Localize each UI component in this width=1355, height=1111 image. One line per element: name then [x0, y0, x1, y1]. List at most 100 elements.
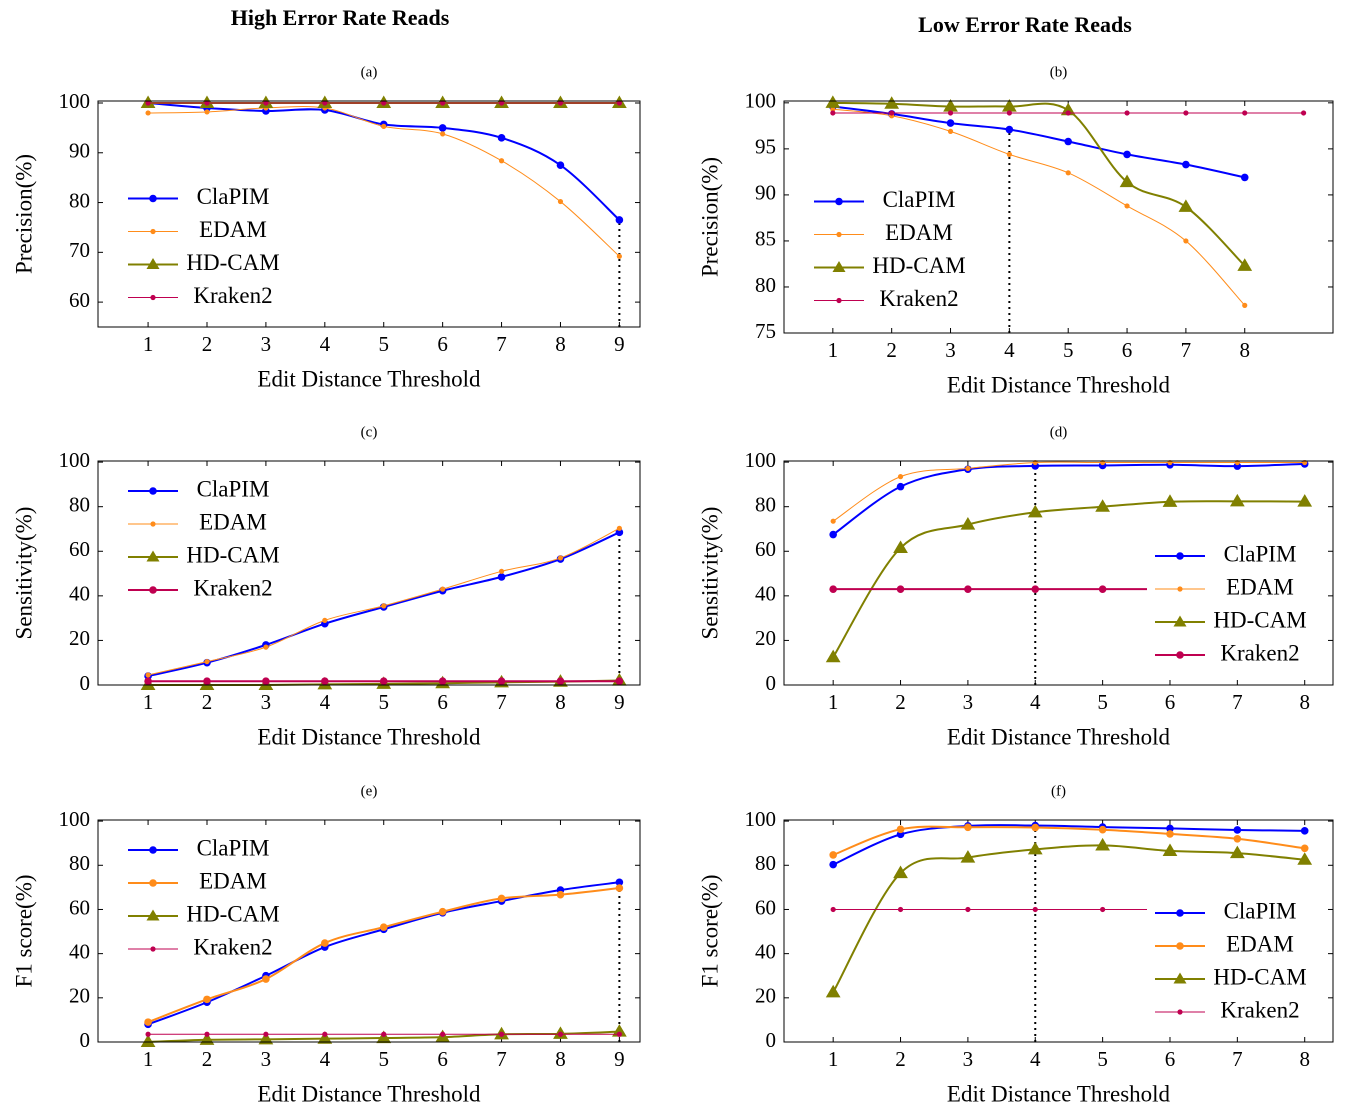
marker	[1098, 825, 1107, 834]
legend-label: HD-CAM	[186, 901, 279, 926]
legend-label: EDAM	[199, 509, 267, 534]
marker	[438, 907, 447, 916]
x-tick-label: 4	[1030, 1047, 1041, 1071]
x-tick-label: 9	[614, 332, 625, 356]
marker	[321, 939, 329, 947]
y-tick-label: 80	[69, 188, 90, 212]
marker	[497, 894, 506, 903]
marker	[1178, 199, 1194, 212]
series-line	[832, 461, 1305, 522]
marker	[947, 128, 954, 134]
marker	[1297, 494, 1313, 507]
legend-marker	[149, 487, 157, 495]
y-tick-label: 80	[69, 493, 90, 517]
marker	[438, 677, 447, 686]
legend-marker	[146, 550, 160, 562]
x-tick-label: 6	[437, 690, 448, 714]
legend-marker	[146, 909, 160, 921]
marker	[1095, 499, 1110, 512]
x-tick-label: 1	[143, 332, 154, 356]
marker	[440, 100, 446, 106]
y-tick-label: 40	[69, 582, 90, 606]
marker	[884, 96, 900, 109]
x-tick-label: 3	[261, 690, 272, 714]
x-tick-label: 5	[378, 690, 389, 714]
marker	[829, 585, 837, 593]
marker	[965, 465, 971, 471]
y-tick-label: 0	[766, 1028, 777, 1052]
marker	[1242, 110, 1248, 116]
x-tick-label: 1	[143, 690, 154, 714]
x-axis-label: Edit Distance Threshold	[947, 724, 1171, 749]
marker	[1032, 906, 1038, 913]
legend-marker	[832, 261, 846, 272]
marker	[1229, 845, 1245, 859]
x-tick-label: 4	[320, 1047, 331, 1071]
y-tick-label: 100	[59, 448, 91, 472]
marker	[965, 906, 971, 913]
marker	[263, 644, 269, 650]
x-tick-label: 3	[963, 690, 974, 714]
x-tick-label: 8	[1299, 690, 1310, 714]
x-axis-label: Edit Distance Threshold	[257, 724, 481, 749]
marker	[615, 878, 624, 887]
marker	[440, 1031, 446, 1037]
y-tick-label: 40	[69, 939, 90, 963]
marker	[1237, 258, 1253, 271]
x-tick-label: 7	[1232, 1047, 1243, 1071]
marker	[1065, 170, 1071, 176]
legend-label: HD-CAM	[1213, 964, 1306, 989]
legend-marker	[835, 197, 843, 206]
y-tick-label: 100	[59, 89, 91, 113]
marker	[322, 1031, 328, 1037]
marker	[557, 100, 564, 106]
column-header: Low Error Rate Reads	[918, 12, 1132, 37]
marker	[897, 906, 904, 913]
x-tick-label: 6	[437, 1047, 448, 1071]
marker	[322, 617, 328, 623]
marker	[1123, 150, 1131, 159]
marker	[497, 573, 506, 581]
y-tick-label: 90	[755, 181, 776, 205]
marker	[1166, 824, 1174, 833]
marker	[317, 1031, 333, 1044]
y-tick-label: 60	[69, 288, 90, 312]
x-tick-label: 1	[828, 1047, 839, 1071]
marker	[379, 677, 388, 686]
series-line	[148, 105, 620, 257]
x-tick-label: 2	[886, 338, 897, 362]
marker	[1166, 830, 1174, 838]
marker	[1095, 837, 1110, 851]
marker	[825, 984, 841, 998]
marker	[889, 110, 895, 116]
marker	[263, 100, 269, 106]
y-tick-label: 20	[755, 626, 776, 650]
marker	[498, 100, 505, 106]
marker	[381, 603, 387, 609]
marker	[1300, 844, 1309, 853]
y-tick-label: 90	[69, 139, 90, 163]
marker	[498, 1031, 505, 1037]
x-tick-label: 6	[1122, 338, 1133, 362]
marker	[615, 677, 624, 686]
marker	[145, 1031, 151, 1037]
marker	[556, 890, 565, 899]
y-tick-label: 100	[745, 89, 777, 113]
y-tick-label: 40	[755, 582, 776, 606]
marker	[829, 530, 837, 539]
x-tick-label: 2	[895, 690, 906, 714]
marker	[1297, 852, 1313, 865]
marker	[829, 851, 837, 859]
marker	[140, 1034, 156, 1048]
marker	[1031, 823, 1040, 832]
y-tick-label: 80	[69, 851, 90, 875]
legend-marker	[1177, 1009, 1183, 1015]
marker	[1098, 585, 1107, 593]
marker	[825, 95, 841, 108]
marker	[1124, 110, 1130, 116]
legend-label: ClaPIM	[1224, 898, 1297, 923]
legend-label: Kraken2	[1220, 997, 1299, 1022]
x-tick-label: 3	[945, 338, 956, 362]
legend-label: HD-CAM	[186, 542, 279, 567]
